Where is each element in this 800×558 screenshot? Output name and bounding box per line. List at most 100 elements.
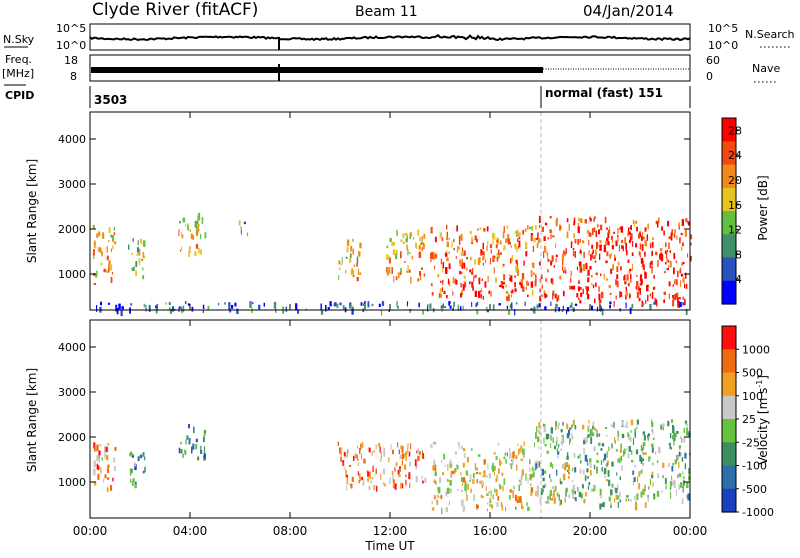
power-cell [461, 290, 463, 295]
power-cell [666, 258, 668, 263]
power-cell [522, 230, 524, 235]
velocity-cell [583, 469, 585, 475]
velocity-cell [557, 455, 559, 459]
velocity-cell [603, 453, 607, 461]
power-cell [676, 279, 678, 286]
velocity-cell [568, 494, 571, 499]
velocity-cell [583, 440, 586, 445]
velocity-cell [144, 466, 146, 473]
power-cell [598, 300, 601, 307]
power-cell [566, 218, 569, 223]
power-cell [492, 304, 495, 311]
velocity-cell [662, 475, 664, 479]
velocity-cell [188, 438, 191, 445]
velocity-cell [393, 479, 395, 483]
velocity-cell [635, 449, 639, 455]
velocity-cell [491, 504, 493, 509]
power-colorbar-tick-label: 16 [728, 199, 742, 212]
velocity-cell [683, 437, 686, 443]
velocity-cell [564, 497, 566, 503]
velocity-cell [617, 436, 619, 442]
power-cell [603, 248, 607, 253]
power-cell [629, 235, 632, 241]
freq-label-top: Freq. [5, 53, 32, 66]
power-cell [661, 253, 663, 260]
power-cell [615, 240, 618, 245]
power-cell [108, 260, 111, 267]
velocity-cell [186, 435, 189, 439]
power-cell [228, 304, 230, 310]
power-cell [93, 255, 95, 260]
power-cell [404, 261, 406, 264]
velocity-cell [565, 487, 568, 493]
power-cell [449, 306, 452, 309]
power-cell [584, 219, 587, 224]
velocity-cell [640, 444, 643, 451]
power-cell [202, 309, 204, 313]
power-cell [555, 243, 557, 249]
power-cell [682, 277, 685, 283]
velocity-cell [359, 477, 362, 482]
velocity-colorbar-label: Velocity [m s-1] [755, 375, 770, 465]
power-cell [509, 304, 512, 309]
velocity-cell [662, 462, 665, 468]
velocity-cell [601, 443, 605, 447]
power-cell [130, 303, 133, 306]
power-cell [402, 233, 405, 238]
velocity-cell [636, 419, 639, 425]
power-cell [115, 304, 118, 312]
velocity-cell [520, 445, 522, 448]
power-cell [482, 242, 484, 250]
power-cell [391, 267, 393, 274]
power-cell [410, 276, 412, 284]
power-cell [672, 284, 674, 287]
power-ytick-label: 2000 [58, 223, 86, 236]
power-cell [599, 240, 602, 244]
power-cell [555, 257, 557, 263]
velocity-cell [587, 476, 589, 479]
velocity-cell [440, 494, 443, 500]
velocity-cell [592, 432, 595, 437]
velocity-cell [588, 425, 590, 429]
velocity-cell [600, 448, 603, 451]
velocity-cell [675, 432, 677, 437]
velocity-cell [535, 432, 537, 439]
velocity-cell [610, 502, 612, 506]
power-cell [667, 220, 670, 227]
velocity-cell [359, 447, 361, 454]
velocity-cell [621, 465, 623, 471]
velocity-cell [186, 437, 188, 440]
power-cell [577, 280, 581, 284]
velocity-cell [367, 471, 369, 477]
velocity-cell [144, 456, 146, 461]
power-cell [609, 254, 611, 259]
velocity-cell [613, 421, 615, 429]
velocity-cell [538, 461, 541, 468]
power-cell [665, 251, 668, 259]
velocity-cell [523, 441, 525, 446]
power-cell [664, 271, 666, 274]
power-cell [678, 224, 680, 230]
velocity-cell [593, 426, 595, 430]
velocity-cell [486, 502, 489, 505]
velocity-cell [615, 487, 618, 494]
power-cell [649, 304, 652, 311]
power-cell [554, 293, 557, 299]
power-cell [650, 260, 653, 265]
velocity-cell [617, 458, 620, 463]
power-cell [502, 231, 505, 239]
power-cell [642, 302, 645, 306]
power-cell [642, 265, 645, 270]
power-cell [202, 304, 205, 309]
power-cell [625, 290, 628, 297]
power-colorbar-label: Power [dB] [756, 175, 770, 240]
power-cell [179, 221, 181, 224]
velocity-colorbar-label-sup: -1 [755, 380, 764, 388]
power-cell [505, 284, 507, 288]
power-cell [610, 253, 612, 257]
velocity-colorbar-tick-label: 100 [742, 390, 763, 403]
velocity-cell [670, 492, 672, 499]
power-cell [114, 241, 117, 245]
velocity-cell [466, 473, 469, 476]
power-cell [510, 258, 512, 264]
